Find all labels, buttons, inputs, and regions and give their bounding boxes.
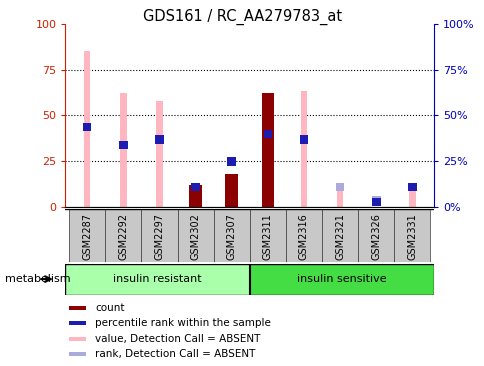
Bar: [249, 264, 433, 295]
Bar: [393, 209, 430, 262]
Bar: [141, 209, 177, 262]
Bar: [371, 196, 380, 204]
Bar: [371, 198, 380, 206]
Bar: [335, 183, 344, 191]
Bar: [69, 209, 105, 262]
Bar: [213, 209, 249, 262]
Bar: [227, 157, 236, 165]
Text: rank, Detection Call = ABSENT: rank, Detection Call = ABSENT: [95, 349, 255, 359]
Bar: [105, 209, 141, 262]
Text: GSM2287: GSM2287: [82, 213, 92, 260]
Text: GSM2302: GSM2302: [190, 213, 200, 260]
Bar: [120, 93, 126, 207]
Bar: [156, 101, 162, 207]
Bar: [189, 185, 201, 207]
Bar: [225, 174, 238, 207]
Text: GSM2326: GSM2326: [370, 213, 380, 260]
Bar: [84, 51, 90, 207]
Bar: [65, 264, 249, 295]
Bar: [336, 185, 343, 207]
Bar: [213, 209, 249, 262]
Bar: [393, 209, 430, 262]
Bar: [155, 135, 164, 143]
Bar: [69, 209, 105, 262]
Text: count: count: [95, 303, 124, 313]
Bar: [83, 123, 91, 131]
Text: GSM2321: GSM2321: [334, 213, 345, 260]
Text: GSM2311: GSM2311: [262, 213, 272, 259]
Bar: [321, 209, 358, 262]
Text: insulin resistant: insulin resistant: [113, 274, 201, 284]
Bar: [119, 141, 127, 149]
Bar: [408, 185, 415, 207]
Text: GSM2292: GSM2292: [118, 213, 128, 260]
Bar: [286, 209, 321, 262]
Bar: [286, 209, 321, 262]
Bar: [105, 209, 141, 262]
Bar: [119, 141, 127, 149]
Text: metabolism: metabolism: [5, 274, 70, 284]
Bar: [299, 135, 308, 143]
Bar: [69, 306, 86, 310]
Bar: [141, 209, 177, 262]
Bar: [263, 130, 272, 138]
Bar: [69, 352, 86, 356]
Bar: [299, 135, 308, 143]
Text: GSM2316: GSM2316: [298, 213, 308, 259]
Text: insulin sensitive: insulin sensitive: [297, 274, 386, 284]
Bar: [261, 93, 273, 207]
Bar: [249, 209, 286, 262]
Text: GDS161 / RC_AA279783_at: GDS161 / RC_AA279783_at: [143, 9, 341, 25]
Text: GSM2331: GSM2331: [407, 213, 417, 259]
Text: value, Detection Call = ABSENT: value, Detection Call = ABSENT: [95, 333, 260, 344]
Bar: [358, 209, 393, 262]
Text: GSM2297: GSM2297: [154, 213, 164, 260]
Bar: [155, 135, 164, 143]
Bar: [358, 209, 393, 262]
Bar: [83, 123, 91, 131]
Bar: [191, 183, 199, 191]
Text: GSM2307: GSM2307: [226, 213, 236, 260]
Bar: [69, 321, 86, 325]
Bar: [177, 209, 213, 262]
Bar: [69, 336, 86, 340]
Bar: [321, 209, 358, 262]
Bar: [249, 209, 286, 262]
Bar: [300, 92, 306, 207]
Bar: [407, 183, 416, 191]
Bar: [177, 209, 213, 262]
Text: percentile rank within the sample: percentile rank within the sample: [95, 318, 270, 328]
